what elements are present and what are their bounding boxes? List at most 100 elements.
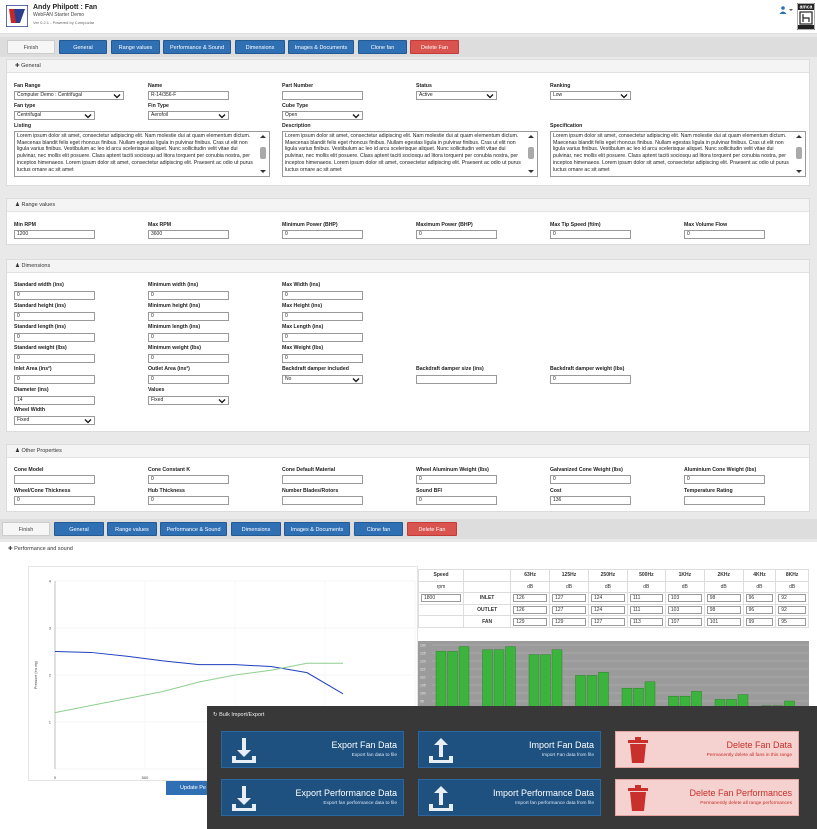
table-cell-input[interactable]: 92 — [775, 603, 809, 617]
tab-delete-fan[interactable]: Delete Fan — [410, 40, 459, 54]
tab-general[interactable]: General — [59, 40, 107, 54]
table-cell-input[interactable]: 111 — [626, 592, 666, 605]
description-textarea[interactable]: Lorem ipsum dolor sit amet, consectetur … — [282, 131, 538, 177]
max-tip-speed-input[interactable]: 0 — [550, 230, 631, 239]
tab-delete-fan[interactable]: Delete Fan — [407, 522, 457, 536]
table-cell-input[interactable]: 129 — [510, 615, 551, 628]
minimum-weight-input[interactable]: 0 — [148, 354, 229, 363]
table-cell-input[interactable]: 126 — [510, 603, 551, 617]
table-cell-input[interactable]: 113 — [626, 615, 666, 628]
name-input[interactable]: R-14/356-F — [148, 91, 229, 100]
table-cell-input[interactable]: 96 — [742, 592, 777, 605]
scrollbar[interactable] — [527, 134, 535, 174]
table-cell-input[interactable]: 127 — [549, 592, 589, 605]
specification-textarea[interactable]: Lorem ipsum dolor sit amet, consectetur … — [550, 131, 806, 177]
status-select[interactable]: Active — [416, 91, 497, 100]
max-width-input[interactable]: 0 — [282, 291, 363, 300]
cost-input[interactable]: 136 — [550, 496, 631, 505]
tab-range-values[interactable]: Range values — [111, 40, 160, 54]
table-cell-input[interactable]: 103 — [664, 603, 705, 617]
minimum-height-input[interactable]: 0 — [148, 312, 229, 321]
tab-images-documents[interactable]: Images & Documents — [288, 40, 354, 54]
sound-bfi-input[interactable]: 0 — [416, 496, 497, 505]
tab-finish[interactable]: Finish — [2, 522, 50, 536]
table-cell-input[interactable]: 98 — [703, 603, 744, 617]
table-cell-input[interactable]: 124 — [587, 603, 628, 617]
table-cell-input[interactable]: 98 — [703, 592, 744, 605]
tab-clone-fan[interactable]: Clone fan — [354, 522, 403, 536]
table-cell-input[interactable]: 127 — [549, 603, 589, 617]
number-blades-input[interactable] — [282, 496, 363, 505]
max-weight-input[interactable]: 0 — [282, 354, 363, 363]
tab-dimensions[interactable]: Dimensions — [231, 522, 281, 536]
max-power-input[interactable]: 0 — [416, 230, 497, 239]
table-cell-input[interactable]: 92 — [775, 592, 809, 605]
table-cell-input[interactable]: 96 — [742, 603, 777, 617]
table-cell-input[interactable]: 111 — [626, 603, 666, 617]
backdraft-damper-select[interactable]: No — [282, 375, 363, 384]
table-cell-input[interactable]: 95 — [775, 615, 809, 628]
temperature-rating-input[interactable] — [684, 496, 765, 505]
tab-performance-sound[interactable]: Performance & Sound — [163, 40, 231, 54]
table-cell-input[interactable]: 107 — [664, 615, 705, 628]
tab-finish[interactable]: Finish — [7, 40, 55, 54]
table-cell-input[interactable]: 101 — [703, 615, 744, 628]
max-rpm-input[interactable]: 3600 — [148, 230, 229, 239]
ranking-select[interactable]: Low — [550, 91, 631, 100]
wheel-aluminum-weight-input[interactable]: 0 — [416, 475, 497, 484]
export-fan-data-button[interactable]: Export Fan Data Export fan data to file — [221, 731, 404, 768]
listing-textarea[interactable]: Lorem ipsum dolor sit amet, consectetur … — [14, 131, 270, 177]
part-number-input[interactable] — [282, 91, 363, 100]
minimum-length-input[interactable]: 0 — [148, 333, 229, 342]
values-select[interactable]: Fixed — [148, 396, 229, 405]
max-height-input[interactable]: 0 — [282, 312, 363, 321]
table-cell-input[interactable]: 99 — [742, 615, 777, 628]
aluminium-cone-weight-input[interactable]: 0 — [684, 475, 765, 484]
scrollbar[interactable] — [795, 134, 803, 174]
max-length-input[interactable]: 0 — [282, 333, 363, 342]
backdraft-damper-weight-input[interactable]: 0 — [550, 375, 631, 384]
minimum-width-input[interactable]: 0 — [148, 291, 229, 300]
table-cell-input[interactable]: 127 — [587, 615, 628, 628]
delete-fan-data-button[interactable]: Delete Fan Data Permanently delete all f… — [615, 731, 799, 768]
tab-clone-fan[interactable]: Clone fan — [358, 40, 407, 54]
min-rpm-input[interactable]: 1200 — [14, 230, 95, 239]
table-cell-input[interactable]: 1800 — [417, 592, 465, 605]
table-cell-input[interactable]: 124 — [587, 592, 628, 605]
fin-type-select[interactable]: Aerofoil — [148, 111, 229, 120]
galvanized-cone-weight-input[interactable]: 0 — [550, 475, 631, 484]
cube-type-select[interactable]: Open — [282, 111, 363, 120]
user-icon[interactable] — [779, 6, 793, 14]
standard-height-input[interactable]: 0 — [14, 312, 95, 321]
tab-images-documents[interactable]: Images & Documents — [284, 522, 350, 536]
cone-constant-input[interactable]: 0 — [148, 475, 229, 484]
update-performance-button[interactable]: Update Pe — [166, 781, 216, 795]
inlet-area-input[interactable]: 0 — [14, 375, 95, 384]
standard-length-input[interactable]: 0 — [14, 333, 95, 342]
import-performance-data-button[interactable]: Import Performance Data Import fan perfo… — [418, 779, 601, 816]
table-cell-input[interactable]: 126 — [510, 592, 551, 605]
scrollbar[interactable] — [259, 134, 267, 174]
diameter-input[interactable]: 14 — [14, 396, 95, 405]
table-cell-input[interactable]: 103 — [664, 592, 705, 605]
fan-range-select[interactable]: Computer Demo : Centrifugal — [14, 91, 124, 100]
export-performance-data-button[interactable]: Export Performance Data Export fan perfo… — [221, 779, 404, 816]
outlet-area-input[interactable]: 0 — [148, 375, 229, 384]
delete-fan-performances-button[interactable]: Delete Fan Performances Permanently dele… — [615, 779, 799, 816]
import-fan-data-button[interactable]: Import Fan Data Import Fan data from fil… — [418, 731, 601, 768]
max-volume-flow-input[interactable]: 0 — [684, 230, 765, 239]
cone-model-input[interactable] — [14, 475, 95, 484]
fan-type-select[interactable]: Centrifugal — [14, 111, 95, 120]
cone-material-input[interactable] — [282, 475, 363, 484]
table-cell-input[interactable]: 129 — [549, 615, 589, 628]
standard-weight-input[interactable]: 0 — [14, 354, 95, 363]
backdraft-damper-size-input[interactable] — [416, 375, 497, 384]
tab-performance-sound[interactable]: Performance & Sound — [160, 522, 227, 536]
wheel-width-select[interactable]: Fixed — [14, 416, 95, 425]
tab-range-values[interactable]: Range values — [107, 522, 157, 536]
standard-width-input[interactable]: 0 — [14, 291, 95, 300]
tab-general[interactable]: General — [54, 522, 104, 536]
hub-thickness-input[interactable]: 0 — [148, 496, 229, 505]
wheel-cone-thickness-input[interactable]: 0 — [14, 496, 95, 505]
min-power-input[interactable]: 0 — [282, 230, 363, 239]
